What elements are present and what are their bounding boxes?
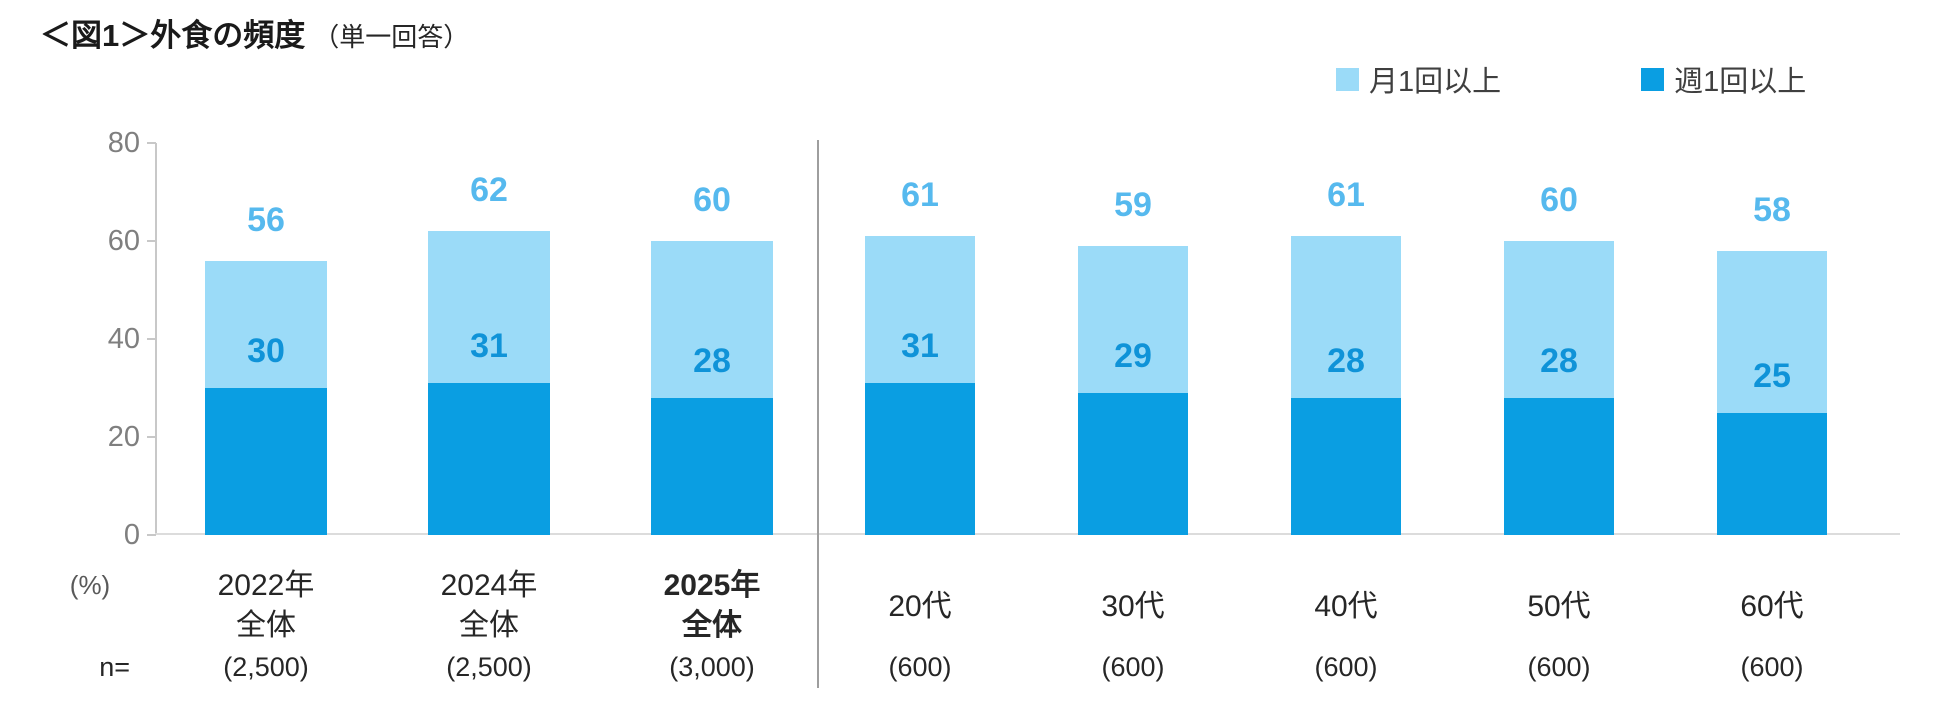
x-category-label: 30代 <box>1101 590 1165 623</box>
bar-value-monthly: 59 <box>1114 185 1152 224</box>
x-axis-line <box>155 533 1900 535</box>
y-tick-mark <box>147 534 156 536</box>
bar-segment-monthly <box>651 241 773 398</box>
y-tick-label: 0 <box>123 519 140 551</box>
bar-segment-weekly <box>205 388 327 535</box>
group-divider-line <box>817 140 819 688</box>
bar-segment-weekly <box>865 383 975 535</box>
y-tick-mark <box>147 240 156 242</box>
bar-value-weekly: 28 <box>1540 341 1578 380</box>
n-value-label: (2,500) <box>446 652 532 682</box>
n-value-label: (600) <box>1527 652 1591 682</box>
legend-label-weekly: 週1回以上 <box>1674 66 1807 98</box>
bar-value-monthly: 61 <box>1327 176 1365 215</box>
figure-title-sub: （単一回答） <box>313 22 470 52</box>
n-value-label: (600) <box>1740 652 1804 682</box>
bar-group: 60 28 <box>1504 183 1614 535</box>
bar-value-weekly: 29 <box>1114 336 1152 375</box>
bar-value-weekly: 31 <box>470 327 508 366</box>
bar-value-monthly: 61 <box>901 176 939 215</box>
percent-unit-label: (%) <box>69 570 111 600</box>
bar-group: 62 31 <box>428 173 550 535</box>
bar-segment-monthly <box>1717 250 1827 413</box>
bar-value-monthly: 58 <box>1753 190 1791 229</box>
bar-segment-weekly <box>1504 397 1614 535</box>
bar-segment-weekly <box>651 397 773 535</box>
y-tick-label: 20 <box>107 421 140 453</box>
figure-title: ＜図1＞外食の頻度 （単一回答） <box>40 10 469 55</box>
n-value-label: (3,000) <box>669 652 755 682</box>
bar-value-weekly: 30 <box>247 332 285 370</box>
bar-value-monthly: 60 <box>1540 181 1578 219</box>
y-tick-mark <box>147 142 156 144</box>
bar-value-monthly: 60 <box>693 181 731 219</box>
bar-group: 61 28 <box>1291 178 1401 535</box>
legend-item-monthly: 月1回以上 <box>1336 58 1501 100</box>
n-value-label: (600) <box>888 652 952 682</box>
bar-segment-monthly <box>1504 241 1614 398</box>
legend-item-weekly: 週1回以上 <box>1641 58 1806 100</box>
bar-value-weekly: 31 <box>901 327 939 366</box>
y-tick-label: 80 <box>107 127 140 159</box>
bar-value-weekly: 28 <box>693 341 731 380</box>
bar-group: 56 30 <box>205 203 327 535</box>
bar-segment-monthly <box>865 236 975 384</box>
x-category-label: 50代 <box>1527 590 1591 623</box>
n-value-label: (2,500) <box>223 652 309 682</box>
bar-segment-monthly <box>1078 245 1188 393</box>
y-tick-mark <box>147 338 156 340</box>
bar-group: 58 25 <box>1717 193 1827 535</box>
bar-value-weekly: 28 <box>1327 341 1365 380</box>
bar-value-monthly: 56 <box>247 200 285 239</box>
x-category-label: 40代 <box>1314 590 1378 623</box>
x-category-label: 2024年 全体 <box>440 569 538 642</box>
x-category-label: 20代 <box>888 590 952 623</box>
legend-label-monthly: 月1回以上 <box>1369 66 1502 98</box>
bar-group: 60 28 <box>651 183 773 535</box>
legend: 月1回以上 週1回以上 <box>1336 58 1806 100</box>
bar-segment-monthly <box>205 260 327 388</box>
bar-value-weekly: 25 <box>1753 356 1791 395</box>
x-category-label: 60代 <box>1740 590 1804 623</box>
bar-segment-weekly <box>1291 397 1401 535</box>
bar-segment-monthly <box>1291 236 1401 398</box>
x-category-label: 2025年 全体 <box>663 569 761 642</box>
legend-swatch-weekly-icon <box>1641 67 1665 91</box>
legend-swatch-monthly-icon <box>1336 67 1359 91</box>
bar-segment-weekly <box>1078 392 1188 535</box>
bar-group: 59 29 <box>1078 188 1188 535</box>
bar-segment-weekly <box>1717 412 1827 535</box>
n-equals-label: n= <box>99 652 130 682</box>
y-tick-label: 40 <box>107 323 140 355</box>
n-value-label: (600) <box>1314 652 1378 682</box>
bar-segment-weekly <box>428 383 550 535</box>
figure-title-main: ＜図1＞外食の頻度 <box>40 18 306 53</box>
bar-segment-monthly <box>428 231 550 384</box>
bar-value-monthly: 62 <box>470 171 508 210</box>
y-axis-line <box>155 143 157 535</box>
x-category-label: 2022年 全体 <box>217 569 315 642</box>
bar-group: 61 31 <box>865 178 975 535</box>
n-value-label: (600) <box>1101 652 1165 682</box>
y-tick-label: 60 <box>107 225 140 257</box>
y-tick-mark <box>147 436 156 438</box>
